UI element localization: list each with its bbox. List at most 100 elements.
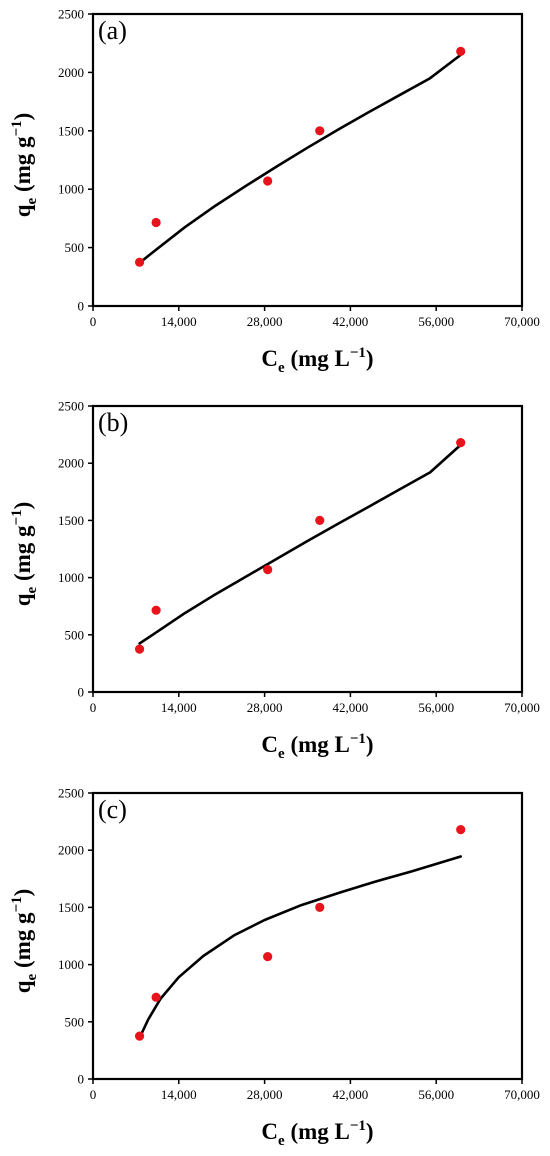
y-tick-label: 500 — [65, 240, 85, 255]
data-point — [263, 951, 273, 962]
y-axis-title-part: ) — [10, 889, 35, 897]
x-axis-title: Ce (mg L−1) — [261, 731, 373, 762]
y-tick-label: 2000 — [58, 843, 84, 858]
x-axis-title-part: −1 — [350, 345, 366, 361]
y-axis-title-part: q — [10, 204, 35, 217]
fit-curve — [138, 53, 462, 265]
x-axis-title-part: −1 — [350, 1118, 366, 1134]
chart-panel-2: 0 14,000 28,000 42,000 56,000 70,000 0 500 1000 1… — [9, 399, 540, 763]
x-tick-label: 14,000 — [161, 1087, 197, 1102]
data-point — [263, 176, 273, 186]
y-axis-title: qe (mg g−1) — [9, 113, 40, 218]
x-tick-label: 0 — [90, 1087, 97, 1102]
y-tick-label: 1000 — [58, 570, 84, 585]
x-tick-label: 70,000 — [504, 1087, 540, 1102]
x-axis-title-part: (mg L — [285, 732, 350, 757]
x-axis-title: Ce (mg L−1) — [261, 345, 373, 376]
x-axis-title-part: C — [261, 1119, 278, 1144]
y-tick-label: 2000 — [58, 65, 84, 80]
x-tick-label: 0 — [90, 314, 97, 329]
data-point — [315, 902, 325, 913]
chart-panel-1: 0 14,000 28,000 42,000 56,000 70,000 0 500 1000 1… — [9, 7, 540, 377]
data-point — [134, 257, 145, 267]
y-tick-label: 500 — [65, 627, 85, 642]
y-tick-label: 500 — [65, 1014, 85, 1029]
x-tick-label: 42,000 — [333, 314, 369, 329]
x-axis-title-part: (mg L — [285, 346, 350, 371]
y-axis-title: qe (mg g−1) — [9, 502, 40, 607]
chart-panel-3: 0 14,000 28,000 42,000 56,000 70,000 0 500 1000 1… — [9, 786, 540, 1150]
x-axis-title-part: ) — [366, 1119, 374, 1144]
x-axis-title: Ce (mg L−1) — [261, 1118, 373, 1149]
data-point — [315, 515, 325, 526]
data-point — [134, 644, 145, 654]
y-tick-label: 1000 — [58, 957, 84, 972]
x-tick-label: 28,000 — [247, 314, 283, 329]
panel-label: (b) — [98, 408, 128, 437]
x-tick-label: 14,000 — [161, 314, 197, 329]
y-axis-title-part: (mg g — [10, 525, 35, 587]
x-tick-label: 42,000 — [333, 1087, 369, 1102]
data-point — [151, 605, 161, 615]
x-axis-title-part: (mg L — [285, 1119, 350, 1144]
x-tick-label: 56,000 — [418, 700, 454, 715]
y-tick-label: 1000 — [58, 182, 84, 197]
data-point — [263, 564, 273, 575]
x-tick-label: 14,000 — [161, 700, 197, 715]
y-axis-title: qe (mg g−1) — [9, 889, 40, 994]
data-point — [315, 126, 325, 136]
y-axis-title-part: q — [10, 593, 35, 606]
data-point — [151, 217, 161, 228]
y-tick-label: 0 — [78, 299, 85, 314]
x-tick-label: 28,000 — [247, 1087, 283, 1102]
y-axis-title-part: −1 — [9, 896, 25, 912]
fit-curve — [138, 443, 462, 645]
y-axis-title-part: −1 — [9, 509, 25, 525]
y-axis-title-part: e — [24, 973, 40, 980]
y-axis-title-part: (mg g — [10, 912, 35, 974]
x-tick-label: 42,000 — [333, 700, 369, 715]
data-point — [151, 992, 161, 1002]
x-axis-title-part: e — [278, 746, 285, 762]
x-axis-title-part: e — [278, 360, 285, 376]
x-tick-label: 28,000 — [247, 700, 283, 715]
y-axis-title-part: e — [24, 197, 40, 204]
y-tick-label: 0 — [78, 1072, 85, 1087]
y-tick-label: 2500 — [58, 399, 84, 414]
y-tick-label: 2000 — [58, 456, 84, 471]
y-axis-title-part: −1 — [9, 120, 25, 136]
x-tick-label: 56,000 — [418, 1087, 454, 1102]
x-axis-title-part: ) — [366, 346, 374, 371]
x-axis-title-part: C — [261, 732, 278, 757]
x-tick-label: 70,000 — [504, 314, 540, 329]
y-tick-label: 1500 — [58, 513, 84, 528]
y-tick-label: 1500 — [58, 123, 84, 138]
data-point — [134, 1031, 145, 1041]
data-point — [456, 438, 466, 448]
x-axis-title-part: −1 — [350, 731, 366, 747]
plot-frame — [91, 12, 524, 308]
y-tick-label: 2500 — [58, 786, 84, 801]
x-tick-label: 0 — [90, 700, 97, 715]
y-tick-label: 1500 — [58, 900, 84, 915]
data-point — [456, 825, 466, 835]
data-point — [456, 46, 466, 56]
y-axis-title-part: ) — [10, 502, 35, 510]
y-axis-title-part: ) — [10, 113, 35, 121]
y-axis-title-part: (mg g — [10, 136, 35, 198]
y-axis-title-part: q — [10, 980, 35, 993]
fit-curve — [138, 855, 462, 1040]
y-tick-label: 0 — [78, 685, 85, 700]
y-axis-title-part: e — [24, 586, 40, 593]
plot-frame — [91, 404, 524, 694]
panel-label: (c) — [98, 795, 127, 824]
x-axis-title-part: e — [278, 1133, 285, 1149]
x-tick-label: 70,000 — [504, 700, 540, 715]
y-tick-label: 2500 — [58, 7, 84, 22]
panel-label: (a) — [98, 16, 127, 45]
plot-frame — [91, 791, 524, 1081]
x-tick-label: 56,000 — [418, 314, 454, 329]
x-axis-title-part: C — [261, 346, 278, 371]
x-axis-title-part: ) — [366, 732, 374, 757]
